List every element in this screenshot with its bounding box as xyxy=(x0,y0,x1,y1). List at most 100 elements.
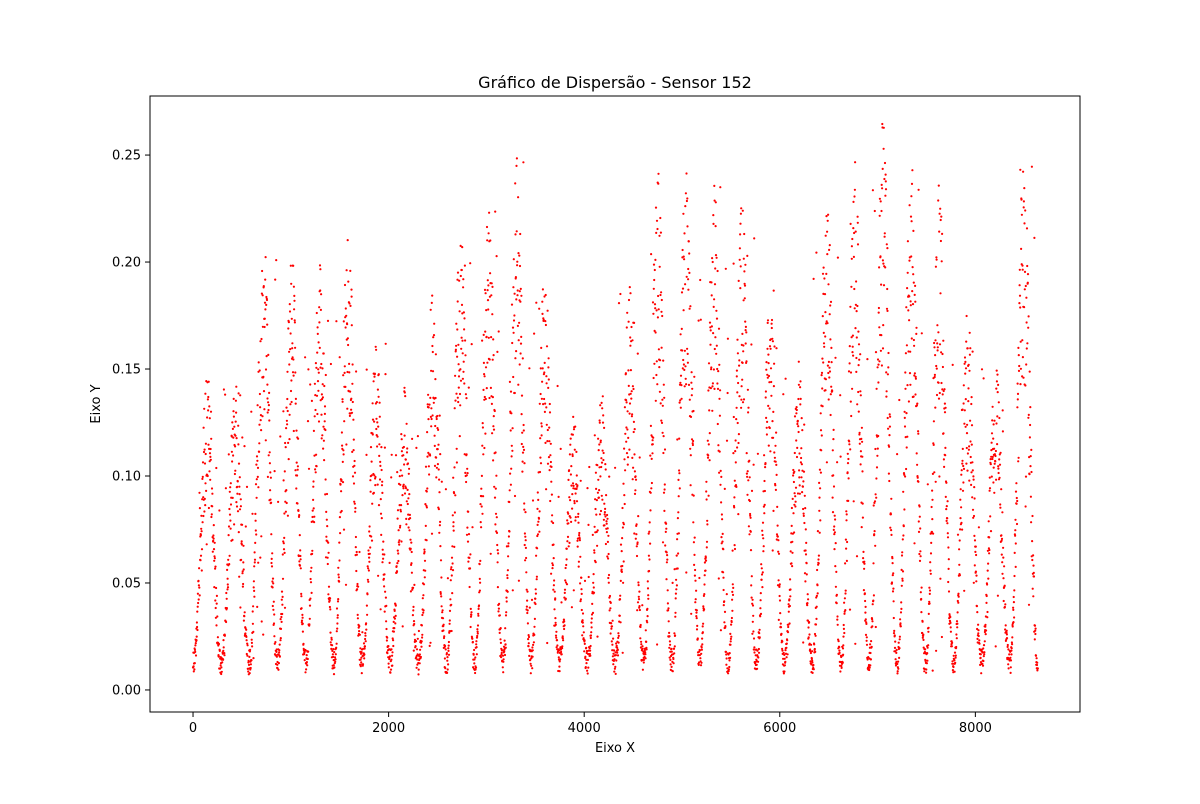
scatter-point xyxy=(898,635,902,638)
scatter-point xyxy=(237,392,240,395)
scatter-point xyxy=(586,672,589,675)
scatter-point xyxy=(962,481,965,484)
scatter-point xyxy=(309,570,312,573)
scatter-point xyxy=(616,646,619,649)
scatter-point xyxy=(266,383,269,386)
scatter-point xyxy=(355,370,358,373)
scatter-point xyxy=(548,426,551,429)
scatter-point xyxy=(594,507,597,511)
scatter-point xyxy=(459,379,463,382)
scatter-point xyxy=(981,664,985,667)
scatter-point xyxy=(316,380,320,383)
scatter-point xyxy=(996,594,1000,597)
scatter-point xyxy=(520,413,523,416)
scatter-point xyxy=(694,579,697,582)
scatter-point xyxy=(365,622,368,625)
scatter-point xyxy=(699,278,702,282)
scatter-point xyxy=(358,630,361,633)
scatter-point xyxy=(589,649,592,652)
scatter-point xyxy=(407,513,410,516)
scatter-point xyxy=(574,425,577,428)
scatter-point xyxy=(703,608,706,611)
scatter-point xyxy=(275,655,278,658)
scatter-point xyxy=(279,627,283,631)
scatter-point xyxy=(1023,222,1026,225)
scatter-point xyxy=(546,309,549,312)
scatter-point xyxy=(811,661,814,664)
scatter-point xyxy=(996,373,999,376)
scatter-point xyxy=(913,374,916,377)
scatter-point xyxy=(410,571,413,574)
scatter-point xyxy=(296,474,299,477)
scatter-point xyxy=(486,289,489,292)
scatter-point xyxy=(209,478,212,481)
scatter-point xyxy=(1028,473,1031,476)
scatter-point xyxy=(961,447,964,450)
scatter-point xyxy=(624,469,627,472)
scatter-point xyxy=(869,643,872,646)
scatter-point xyxy=(408,513,411,517)
scatter-point xyxy=(922,633,925,636)
scatter-point xyxy=(619,594,622,597)
scatter-point xyxy=(636,609,639,612)
scatter-point xyxy=(528,367,531,370)
scatter-point xyxy=(623,447,626,450)
scatter-point xyxy=(287,458,290,461)
scatter-point xyxy=(823,277,826,280)
scatter-point xyxy=(818,496,821,499)
scatter-point xyxy=(939,292,942,295)
scatter-point xyxy=(695,609,699,612)
scatter-point xyxy=(804,580,807,583)
scatter-point xyxy=(544,293,547,297)
scatter-point xyxy=(516,324,520,327)
scatter-point xyxy=(495,255,498,258)
scatter-point xyxy=(720,475,723,478)
scatter-point xyxy=(1029,455,1032,458)
scatter-point xyxy=(720,501,723,504)
scatter-point xyxy=(775,347,778,350)
scatter-point xyxy=(686,197,689,200)
scatter-point xyxy=(412,649,415,652)
scatter-point xyxy=(282,479,285,482)
scatter-point xyxy=(312,485,315,488)
scatter-point xyxy=(339,532,342,535)
scatter-point xyxy=(841,647,845,650)
scatter-point xyxy=(241,570,244,573)
scatter-point xyxy=(302,642,305,645)
scatter-point xyxy=(320,293,323,296)
scatter-point xyxy=(776,535,779,538)
scatter-point xyxy=(359,652,363,655)
scatter-point xyxy=(328,599,331,602)
scatter-point xyxy=(360,651,363,654)
scatter-point xyxy=(264,256,267,259)
scatter-point xyxy=(531,649,534,652)
scatter-point xyxy=(317,420,321,423)
scatter-point xyxy=(390,648,393,651)
scatter-point xyxy=(882,262,885,265)
scatter-point xyxy=(246,654,249,657)
scatter-point xyxy=(352,438,355,441)
scatter-point xyxy=(540,425,543,428)
scatter-point xyxy=(772,410,775,413)
scatter-point xyxy=(935,649,938,652)
scatter-point xyxy=(869,658,873,661)
scatter-point xyxy=(291,347,294,350)
scatter-point xyxy=(996,443,999,446)
scatter-point xyxy=(863,592,867,595)
scatter-point xyxy=(485,335,488,338)
scatter-point xyxy=(695,617,698,620)
scatter-point xyxy=(273,613,276,616)
scatter-point xyxy=(566,540,569,543)
scatter-point xyxy=(581,619,584,622)
scatter-point xyxy=(679,333,682,336)
scatter-point xyxy=(565,583,569,586)
scatter-point xyxy=(829,304,832,307)
scatter-point xyxy=(313,521,316,524)
scatter-point xyxy=(214,606,217,610)
scatter-point xyxy=(353,502,356,505)
scatter-point xyxy=(687,240,690,243)
scatter-point xyxy=(913,372,917,375)
scatter-point xyxy=(481,444,484,447)
scatter-point xyxy=(1034,627,1037,630)
scatter-point xyxy=(889,513,893,516)
